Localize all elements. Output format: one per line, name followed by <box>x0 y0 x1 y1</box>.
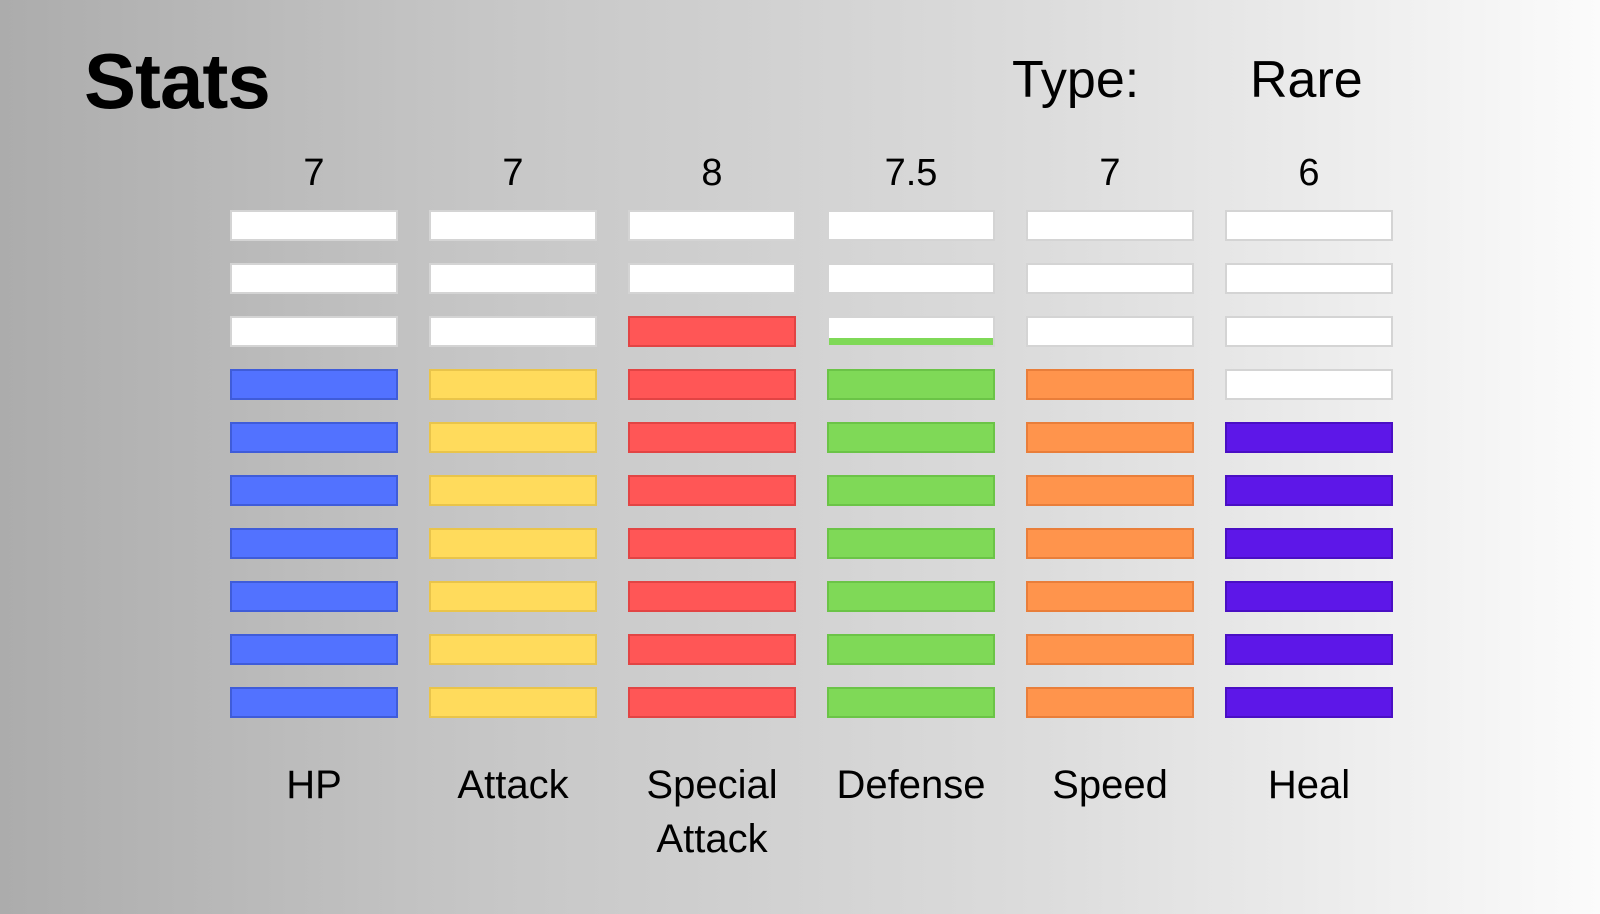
stat-bar-segment <box>429 687 597 718</box>
stat-label: Speed <box>1052 763 1168 807</box>
stat-attack: 7 Attack <box>429 150 597 866</box>
stat-bar-segment <box>1225 369 1393 400</box>
stat-value: 8 <box>701 152 723 194</box>
stat-bar-segment <box>1225 581 1393 612</box>
stat-bar-segment <box>1225 263 1393 294</box>
stat-bar-segment <box>628 263 796 294</box>
stat-bar-segment <box>1026 263 1194 294</box>
page-title: Stats <box>84 37 271 125</box>
stat-label: Attack <box>457 763 569 807</box>
stat-bar-segment <box>429 528 597 559</box>
stat-bar-segment <box>230 263 398 294</box>
stat-speed: 7 Speed <box>1026 150 1194 866</box>
stat-bar-segment <box>230 475 398 506</box>
stat-bar-segment <box>628 687 796 718</box>
stat-bar-segment <box>429 263 597 294</box>
stat-bar-segment <box>827 316 995 347</box>
stat-bar-segment <box>1225 475 1393 506</box>
stat-bar-segment <box>429 634 597 665</box>
stat-bar-segment <box>1026 316 1194 347</box>
stat-label: Heal <box>1267 763 1351 807</box>
stat-bar-segment <box>827 369 995 400</box>
stat-bar-segment <box>1026 528 1194 559</box>
stat-bar-stack <box>1026 210 1194 718</box>
stat-value: 7.5 <box>884 152 938 194</box>
stat-bar-segment <box>1225 210 1393 241</box>
stat-bar-segment <box>1225 422 1393 453</box>
stat-bar-stack <box>827 210 995 718</box>
stat-bar-stack <box>429 210 597 718</box>
stat-bar-segment <box>1225 634 1393 665</box>
stat-bar-segment <box>827 263 995 294</box>
stat-label: Special Attack <box>646 763 778 861</box>
stat-bar-segment <box>827 475 995 506</box>
stat-bar-segment <box>1225 316 1393 347</box>
type-label: Type: <box>1012 51 1140 109</box>
stat-bar-segment <box>429 422 597 453</box>
stat-bar-segment <box>827 422 995 453</box>
stat-bar-segment <box>230 210 398 241</box>
stat-bar-segment <box>827 687 995 718</box>
stat-bar-segment <box>1026 210 1194 241</box>
stat-bar-segment <box>429 316 597 347</box>
stat-bar-segment <box>1225 687 1393 718</box>
stat-bar-segment <box>1026 634 1194 665</box>
stat-bar-segment <box>827 528 995 559</box>
stat-bar-segment <box>429 581 597 612</box>
stat-label: HP <box>286 763 342 807</box>
stat-bar-segment <box>230 422 398 453</box>
stat-bar-segment <box>827 581 995 612</box>
stat-value: 6 <box>1298 152 1320 194</box>
stat-value: 7 <box>303 152 325 194</box>
stat-bar-segment <box>628 581 796 612</box>
stat-value: 7 <box>502 152 524 194</box>
stat-bar-segment <box>230 634 398 665</box>
stat-bar-segment <box>628 422 796 453</box>
stat-bar-segment <box>1026 581 1194 612</box>
stat-bar-segment <box>429 369 597 400</box>
stat-label: Defense <box>836 763 986 807</box>
stat-bar-segment <box>1225 528 1393 559</box>
stat-bar-segment <box>628 634 796 665</box>
stat-bar-stack <box>1225 210 1393 718</box>
stat-bar-segment <box>1026 422 1194 453</box>
stat-bar-segment <box>628 316 796 347</box>
stat-heal: 6 Heal <box>1225 150 1393 866</box>
stat-bar-segment <box>628 369 796 400</box>
type-value: Rare <box>1250 51 1363 109</box>
stat-bar-partial-fill <box>829 338 993 345</box>
stats-panel: 7 HP 7 Attack 8 Special Attack 7.5 Defen… <box>230 150 1393 866</box>
stat-bar-segment <box>827 634 995 665</box>
stat-bar-segment <box>628 475 796 506</box>
stat-bar-segment <box>429 210 597 241</box>
stat-bar-stack <box>628 210 796 718</box>
stat-bar-segment <box>230 581 398 612</box>
stat-hp: 7 HP <box>230 150 398 866</box>
stat-bar-segment <box>429 475 597 506</box>
stat-special-attack: 8 Special Attack <box>628 150 796 866</box>
stat-bar-stack <box>230 210 398 718</box>
stat-bar-segment <box>628 210 796 241</box>
stat-value: 7 <box>1099 152 1121 194</box>
stat-bar-segment <box>230 369 398 400</box>
stat-bar-segment <box>827 210 995 241</box>
stat-bar-segment <box>230 316 398 347</box>
stat-bar-segment <box>1026 369 1194 400</box>
stat-bar-segment <box>1026 475 1194 506</box>
stat-defense: 7.5 Defense <box>827 150 995 866</box>
stat-bar-segment <box>1026 687 1194 718</box>
stat-bar-segment <box>628 528 796 559</box>
stat-bar-segment <box>230 687 398 718</box>
stat-bar-segment <box>230 528 398 559</box>
